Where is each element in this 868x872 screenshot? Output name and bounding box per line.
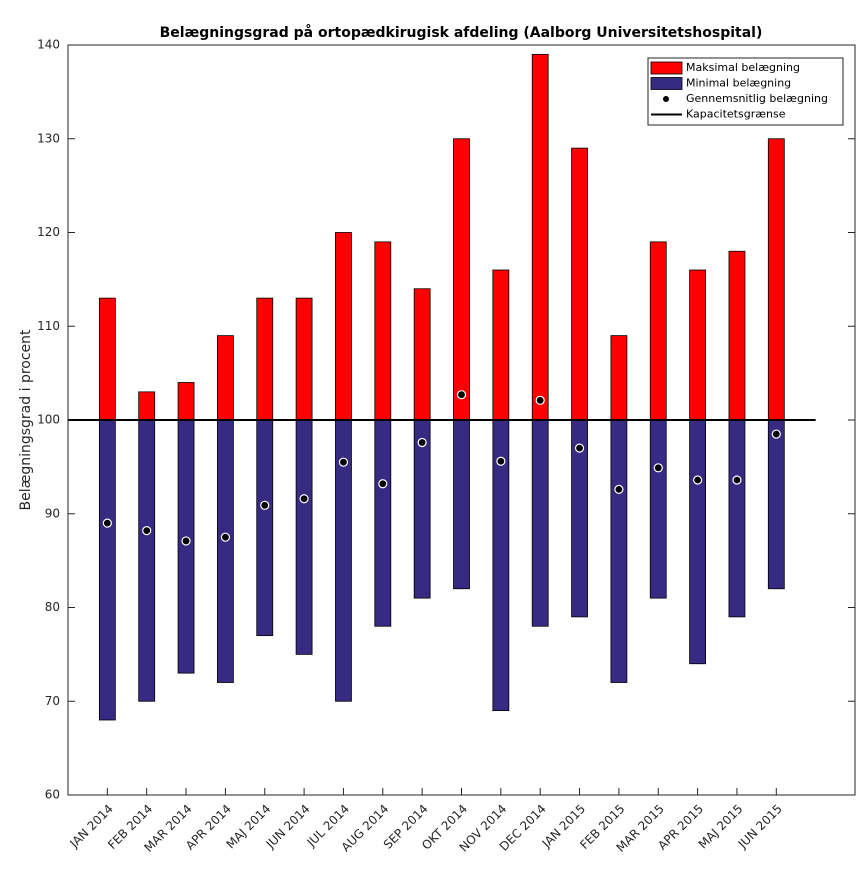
bar bbox=[453, 419, 470, 590]
bar bbox=[374, 241, 392, 421]
chart-title: Belægningsgrad på ortopædkirugisk afdeli… bbox=[160, 24, 763, 41]
average-marker bbox=[692, 475, 703, 485]
average-marker bbox=[102, 518, 112, 528]
y-tick-label: 130 bbox=[37, 131, 60, 145]
average-marker bbox=[142, 526, 152, 536]
average-marker bbox=[260, 500, 270, 510]
bar bbox=[531, 419, 549, 627]
bar bbox=[413, 288, 431, 421]
bar bbox=[571, 147, 588, 421]
bar bbox=[689, 269, 706, 421]
average-marker bbox=[574, 443, 585, 453]
average-marker bbox=[338, 457, 349, 467]
average-marker bbox=[535, 395, 545, 405]
bar bbox=[256, 419, 274, 637]
y-tick-label: 80 bbox=[45, 600, 60, 614]
bar bbox=[138, 419, 156, 702]
average-marker bbox=[496, 456, 506, 466]
legend-label: Kapacitetsgrænse bbox=[686, 108, 786, 121]
bar bbox=[374, 419, 392, 627]
y-axis-label: Belægningsgrad i procent bbox=[18, 329, 34, 511]
bar bbox=[453, 138, 470, 421]
y-tick-label: 60 bbox=[45, 788, 60, 802]
legend-swatch bbox=[650, 77, 683, 90]
average-marker bbox=[771, 429, 781, 439]
y-tick-label: 110 bbox=[37, 319, 60, 333]
average-marker bbox=[732, 475, 742, 485]
bar bbox=[335, 232, 352, 421]
average-marker bbox=[614, 484, 624, 494]
y-tick-label: 100 bbox=[37, 413, 60, 427]
legend-marker bbox=[663, 96, 669, 102]
bar bbox=[295, 297, 313, 421]
average-marker bbox=[299, 494, 309, 504]
average-marker bbox=[653, 463, 663, 473]
bar bbox=[295, 419, 313, 655]
bar bbox=[649, 419, 667, 599]
bar bbox=[689, 419, 706, 665]
bar bbox=[216, 419, 234, 683]
y-tick-label: 140 bbox=[37, 38, 60, 52]
average-marker bbox=[456, 390, 467, 400]
bar bbox=[728, 250, 746, 421]
bar bbox=[728, 419, 746, 618]
y-tick-label: 90 bbox=[45, 506, 60, 520]
bar bbox=[98, 419, 116, 721]
legend-swatch bbox=[650, 61, 683, 75]
bar bbox=[610, 335, 628, 421]
average-marker bbox=[181, 536, 191, 546]
bar bbox=[767, 419, 785, 590]
bar bbox=[767, 138, 785, 421]
average-marker bbox=[417, 437, 427, 448]
legend-label: Maksimal belægning bbox=[686, 61, 800, 74]
bar bbox=[531, 53, 549, 421]
plot-frame bbox=[67, 44, 856, 796]
legend-label: Gennemsnitlig belægning bbox=[686, 92, 828, 105]
bar bbox=[649, 241, 667, 421]
average-marker bbox=[378, 479, 388, 489]
bar bbox=[177, 419, 195, 674]
bar bbox=[492, 269, 510, 421]
legend-label: Minimal belægning bbox=[686, 77, 791, 90]
y-tick-label: 70 bbox=[45, 694, 60, 708]
bar bbox=[177, 382, 195, 421]
bar bbox=[138, 391, 156, 421]
bar bbox=[610, 419, 628, 683]
bar bbox=[216, 335, 234, 421]
bar bbox=[256, 297, 274, 421]
y-tick-label: 120 bbox=[37, 225, 60, 239]
bar bbox=[98, 297, 116, 421]
average-marker bbox=[220, 532, 230, 542]
